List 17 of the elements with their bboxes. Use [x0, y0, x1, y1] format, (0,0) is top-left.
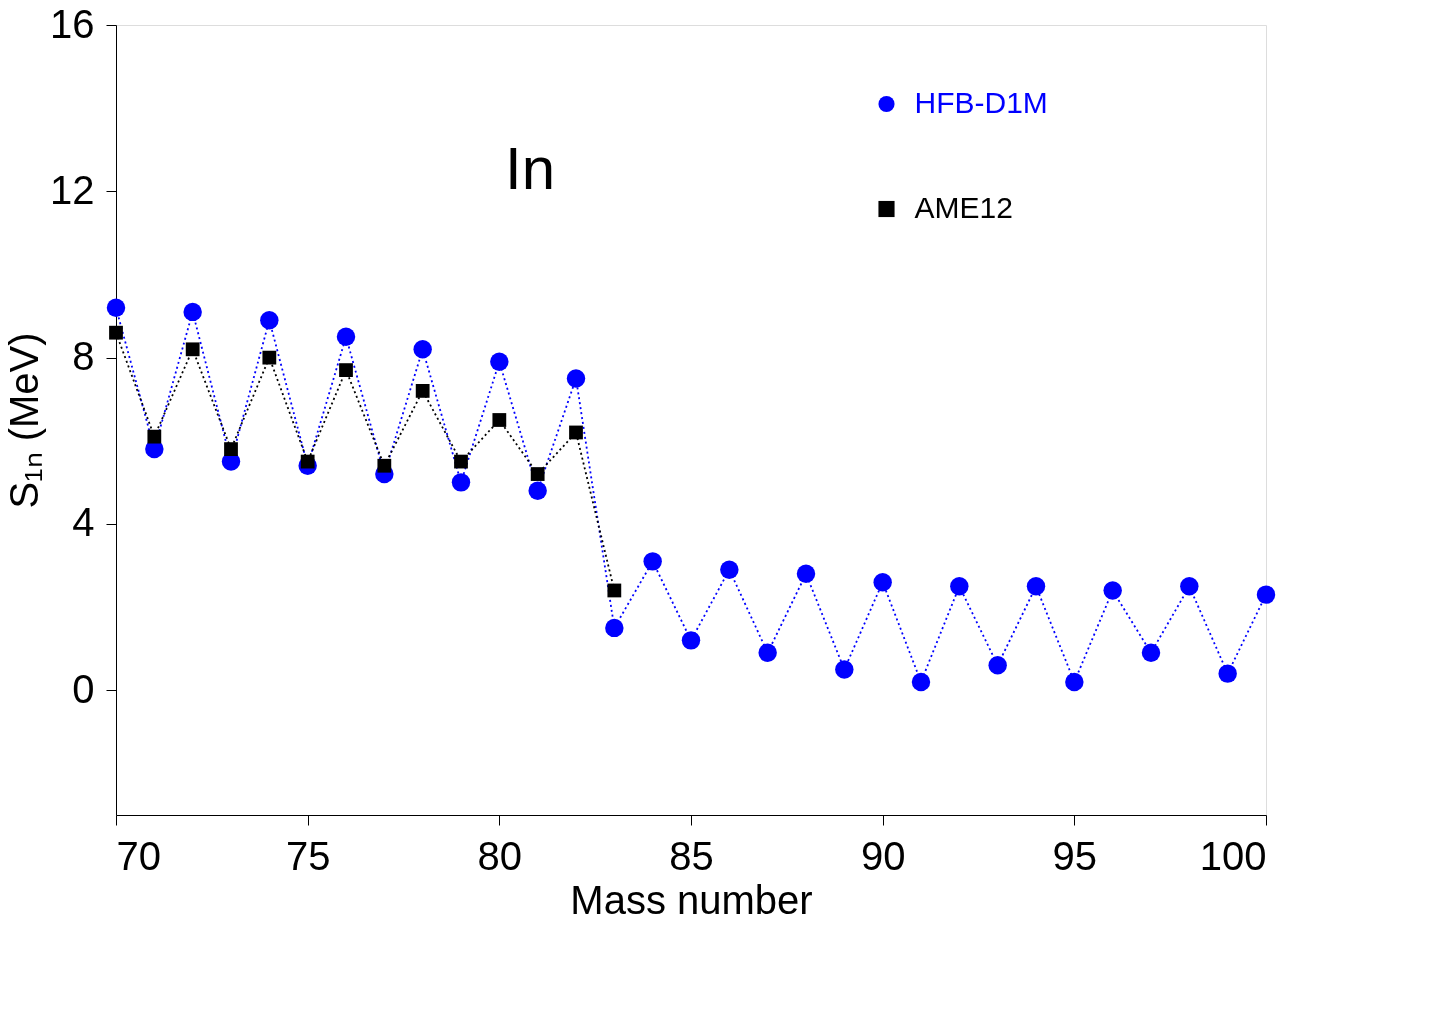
x-tick-label: 95 — [1052, 833, 1098, 878]
legend-label: HFB-D1M — [914, 86, 1048, 119]
x-axis-title: Mass number — [570, 877, 813, 922]
y-tick-label: 8 — [72, 334, 95, 379]
x-tick-label: 75 — [285, 833, 331, 878]
y-tick-label: 16 — [50, 1, 95, 46]
y-tick-label: 4 — [72, 500, 95, 545]
x-tick-label: 100 — [1199, 833, 1267, 878]
legend-label: AME12 — [914, 191, 1013, 224]
x-tick-label: 85 — [669, 833, 714, 878]
x-tick-label: 90 — [860, 833, 906, 878]
y-axis-title: S₁ₙ (MeV) — [2, 332, 47, 509]
x-tick-label: 80 — [477, 833, 523, 878]
y-tick-label: 0 — [72, 666, 95, 711]
annotation: In — [504, 135, 556, 203]
y-tick-label: 12 — [50, 167, 95, 212]
x-tick-label: 70 — [116, 833, 161, 878]
